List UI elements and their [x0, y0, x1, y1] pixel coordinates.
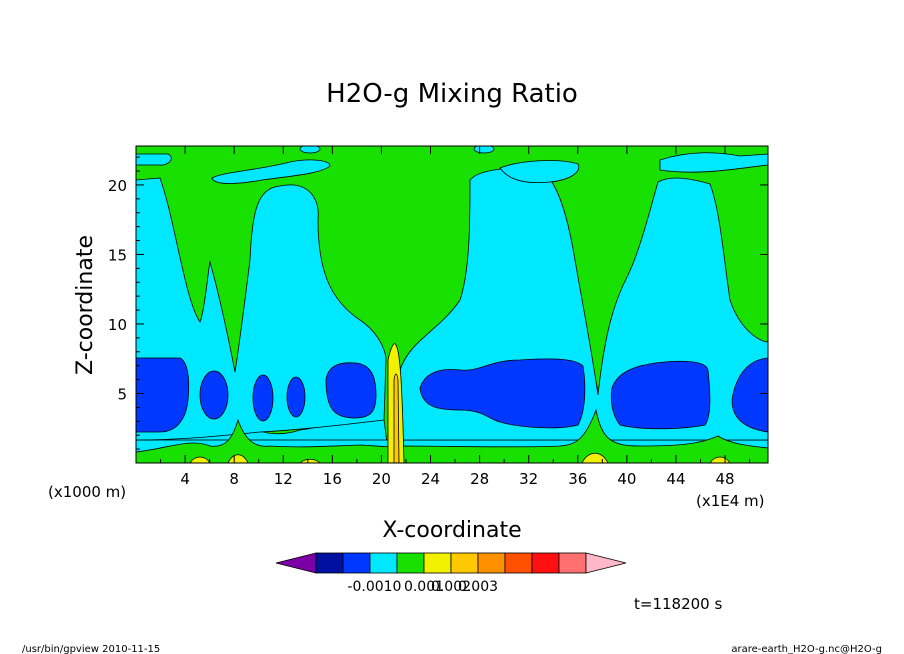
contour-plot-area [136, 146, 768, 463]
x-unit-right: (x1E4 m) [696, 492, 765, 510]
colorbar-box [423, 552, 452, 574]
footer-right: arare-earth_H2O-g.nc@H2O-g [731, 644, 882, 654]
x-tick-label: 40 [617, 470, 636, 488]
y-axis: 5 10 15 20 [108, 156, 768, 450]
x-tick-label: 20 [372, 470, 391, 488]
contour-cell-blue-3 [286, 376, 306, 418]
contour-cell-blue-4 [325, 362, 377, 419]
colorbar-box [315, 552, 344, 574]
colorbar-box [531, 552, 560, 574]
contour-region-cyan-top-right-band [499, 160, 580, 184]
y-tick-label: 5 [117, 385, 127, 403]
y-tick-label: 10 [108, 316, 127, 334]
colorbar-arrow-low [275, 552, 317, 574]
x-tick-label: 28 [470, 470, 489, 488]
contour-region-cyan-upper-left [136, 177, 387, 441]
colorbar-box [342, 552, 371, 574]
colorbar-tick-label: -0.001 [347, 579, 392, 595]
x-tick-label: 44 [666, 470, 685, 488]
contour-region-cyan-top-blob-2 [473, 146, 495, 154]
contour-region-cyan-top-blob [299, 146, 321, 154]
colorbar-box [369, 552, 398, 574]
colorbar-tick-label: 0.003 [458, 579, 498, 595]
contour-band-green-bottom [136, 408, 768, 463]
footer-left: /usr/bin/gpview 2010-11-15 [22, 644, 160, 654]
y-tick-label: 20 [108, 177, 127, 195]
colorbar-box [477, 552, 506, 574]
contour-region-cyan-top-band [211, 159, 331, 184]
x-axis: 4 8 12 16 20 24 28 32 36 40 44 48 [160, 146, 751, 488]
x-tick-label: 8 [229, 470, 239, 488]
y-axis-label: Z-coordinate [73, 235, 98, 375]
x-tick-label: 16 [323, 470, 342, 488]
x-tick-label: 48 [716, 470, 735, 488]
contour-cell-blue-right [731, 357, 768, 433]
x-tick-label: 12 [274, 470, 293, 488]
colorbar-box [396, 552, 425, 574]
colorbar [275, 552, 627, 574]
contour-region-cyan-top-left [136, 153, 172, 166]
x-tick-label: 36 [568, 470, 587, 488]
time-label: t=118200 s [634, 595, 722, 613]
colorbar-arrow-high [585, 552, 627, 574]
colorbar-box [450, 552, 479, 574]
colorbar-tick-label: 0.001 [404, 579, 444, 595]
colorbar-box [504, 552, 533, 574]
colorbar-box [558, 552, 587, 574]
x-tick-label: 32 [519, 470, 538, 488]
contour-cell-blue-2 [252, 374, 274, 422]
x-unit-left: (x1000 m) [48, 483, 126, 501]
x-tick-label: 4 [180, 470, 190, 488]
colorbar-tick-label: 0.002 [431, 579, 471, 595]
contour-region-cyan-top-far-right [659, 152, 768, 173]
chart-title: H2O-g Mixing Ratio [326, 79, 578, 109]
contour-cell-blue-1 [199, 370, 229, 420]
contour-cell-blue-6 [610, 360, 711, 430]
contour-cell-blue-left [136, 357, 190, 433]
contour-plume-orange [393, 373, 400, 463]
x-axis-label: X-coordinate [382, 518, 521, 543]
contour-cell-blue-5 [419, 358, 586, 429]
x-tick-label: 24 [421, 470, 440, 488]
y-tick-label: 15 [108, 246, 127, 264]
colorbar-tick-label: 0 [393, 579, 402, 595]
plot-frame [135, 145, 769, 464]
